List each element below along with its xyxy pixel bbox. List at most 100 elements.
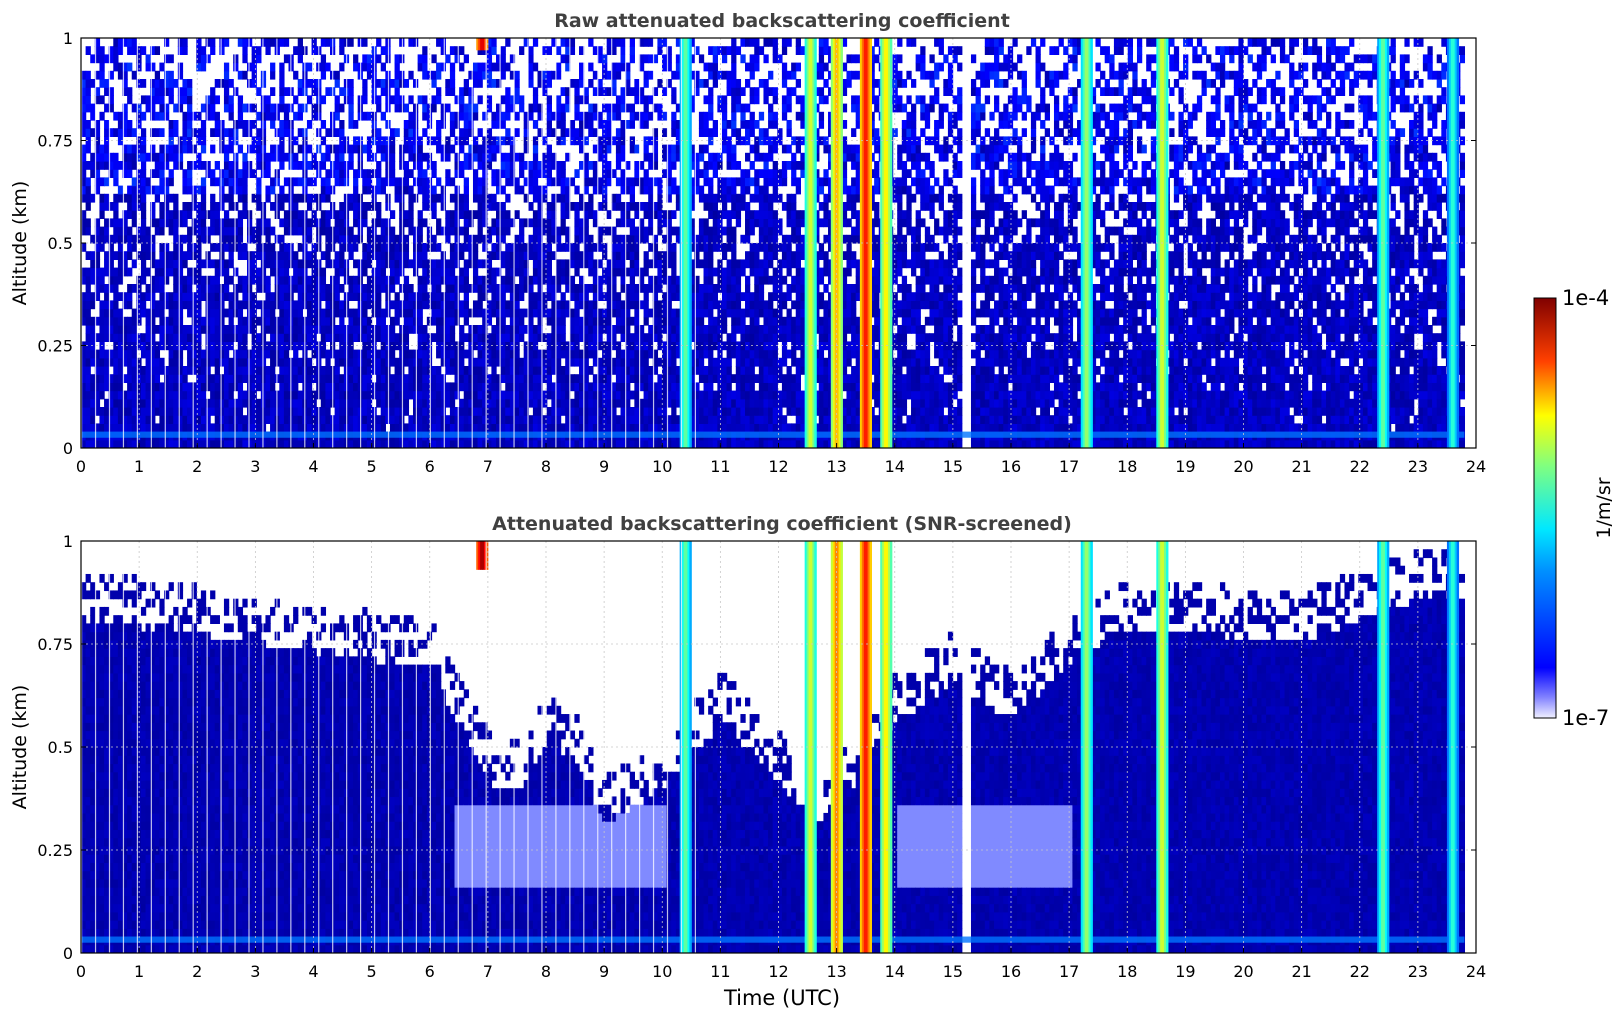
heatmap-cell: [445, 152, 451, 162]
heatmap-cell: [182, 423, 188, 433]
heatmap-cell: [546, 251, 552, 260]
heatmap-cell: [440, 292, 446, 301]
heatmap-cell: [228, 193, 234, 203]
heatmap-cell: [703, 144, 709, 154]
heatmap-cell: [376, 300, 382, 310]
heatmap-cell: [703, 234, 709, 244]
heatmap-cell: [154, 79, 161, 88]
heatmap-cell: [376, 210, 382, 219]
heatmap-cell: [389, 177, 396, 187]
heatmap-cell: [297, 103, 303, 113]
heatmap-cell: [334, 292, 340, 301]
heatmap-cell: [574, 439, 580, 448]
heatmap-cell: [648, 341, 654, 351]
heatmap-cell: [99, 46, 105, 55]
heatmap-cell: [496, 316, 502, 326]
heatmap-cell: [265, 275, 271, 285]
heatmap-cell: [150, 152, 156, 162]
heatmap-cell: [445, 366, 451, 375]
heatmap-cell: [491, 308, 497, 318]
heatmap-cell: [472, 398, 479, 408]
heatmap-cell: [496, 120, 502, 129]
heatmap-cell: [454, 202, 460, 211]
heatmap-cell: [237, 70, 244, 80]
heatmap-cell: [362, 439, 368, 448]
heatmap-cell: [265, 251, 271, 260]
heatmap-cell: [602, 62, 608, 72]
heatmap-cell: [265, 308, 271, 318]
heatmap-cell: [606, 120, 612, 129]
heatmap-cell: [537, 267, 543, 277]
heatmap-cell: [611, 38, 617, 47]
heatmap-cell: [219, 292, 225, 301]
heatmap-cell: [486, 300, 493, 310]
heatmap-cell: [574, 210, 580, 219]
heatmap-cell: [625, 120, 631, 129]
heatmap-cell: [334, 423, 340, 433]
heatmap-cell: [477, 333, 483, 342]
heatmap-cell: [247, 349, 253, 359]
heatmap-cell: [228, 144, 234, 154]
heatmap-cell: [127, 128, 133, 137]
heatmap-cell: [588, 284, 594, 293]
heatmap-cell: [164, 374, 170, 383]
heatmap-cell: [574, 234, 580, 244]
heatmap-cell: [94, 144, 101, 154]
heatmap-cell: [675, 333, 682, 342]
heatmap-cell: [532, 243, 539, 252]
heatmap-cell: [620, 267, 626, 277]
heatmap-cell: [472, 439, 479, 448]
heatmap-cell: [546, 226, 552, 236]
heatmap-cell: [417, 161, 423, 170]
heatmap-cell: [602, 70, 608, 80]
heatmap-cell: [698, 169, 705, 178]
heatmap-cell: [472, 325, 479, 334]
heatmap-cell: [348, 292, 354, 301]
heatmap-cell: [251, 193, 257, 203]
heatmap-cell: [523, 128, 529, 137]
heatmap-cell: [177, 38, 184, 47]
heatmap-cell: [339, 333, 345, 342]
heatmap-cell: [117, 70, 124, 80]
heatmap-cell: [104, 308, 110, 318]
heatmap-cell: [486, 128, 493, 137]
heatmap-cell: [233, 202, 239, 211]
heatmap-cell: [389, 152, 396, 162]
heatmap-cell: [643, 95, 649, 105]
heatmap-cell: [417, 292, 423, 301]
heatmap-cell: [694, 275, 700, 285]
heatmap-cell: [168, 128, 174, 137]
heatmap-cell: [620, 46, 626, 55]
heatmap-cell: [463, 308, 469, 318]
heatmap-cell: [104, 439, 110, 448]
heatmap-cell: [187, 325, 193, 334]
heatmap-cell: [334, 79, 340, 88]
heatmap-cell: [394, 177, 400, 187]
heatmap-cell: [496, 144, 502, 154]
heatmap-cell: [648, 202, 654, 211]
heatmap-cell: [657, 382, 663, 392]
heatmap-cell: [482, 46, 488, 55]
heatmap-cell: [108, 267, 114, 277]
heatmap-cell: [472, 259, 479, 269]
heatmap-cell: [565, 390, 571, 400]
heatmap-cell: [597, 259, 603, 269]
heatmap-cell: [634, 374, 640, 383]
heatmap-cell: [413, 243, 419, 252]
heatmap-cell: [366, 62, 373, 72]
heatmap-cell: [482, 333, 488, 342]
heatmap-cell: [514, 439, 520, 448]
heatmap-cell: [334, 128, 340, 137]
heatmap-cell: [270, 398, 276, 408]
heatmap-cell: [436, 316, 442, 326]
heatmap-cell: [417, 357, 423, 367]
heatmap-cell: [620, 185, 626, 195]
heatmap-cell: [228, 374, 234, 383]
heatmap-cell: [689, 161, 695, 170]
heatmap-cell: [662, 341, 668, 351]
heatmap-cell: [615, 341, 622, 351]
heatmap-cell: [514, 390, 520, 400]
heatmap-cell: [689, 439, 695, 448]
heatmap-cell: [150, 374, 156, 383]
heatmap-cell: [214, 415, 220, 424]
